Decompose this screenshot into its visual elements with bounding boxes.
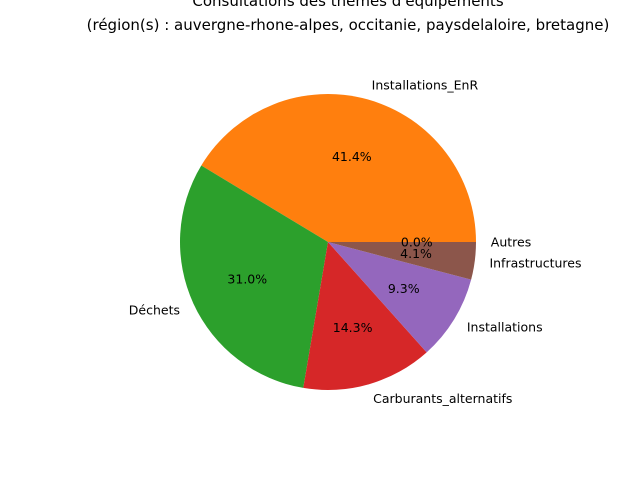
- pie-slice-installations: [328, 242, 472, 353]
- slice-label-dechets: Déchets: [129, 302, 180, 317]
- pie-slice-dechets: [179, 165, 328, 388]
- percent-label-carburants-alternatifs: 14.3%: [333, 320, 373, 335]
- percent-label-dechets: 31.0%: [227, 272, 267, 287]
- pie-slice-infrastructures: [328, 242, 476, 280]
- chart-title-line-2: (région(s) : auvergne-rhone-alpes, occit…: [87, 16, 610, 34]
- slice-label-infrastructures: Infrastructures: [489, 255, 581, 270]
- slice-labels: Installations_EnR Déchets Carburants_alter…: [129, 78, 582, 406]
- percent-label-installations: 9.3%: [388, 281, 420, 296]
- chart-title-line-1: Consultations des thèmes d'équipements: [192, 0, 503, 10]
- pie-slice-installations-enr: [201, 94, 477, 242]
- pie-slices: [179, 94, 477, 390]
- slice-label-installations: Installations: [467, 319, 543, 334]
- slice-label-carburants-alternatifs: Carburants_alternatifs: [373, 391, 512, 406]
- percent-labels: 41.4% 31.0% 14.3% 9.3% 4.1%0.0%: [227, 149, 432, 335]
- pie-slice-carburants-alternatifs: [303, 242, 427, 390]
- percent-label-autres: 0.0%: [401, 235, 433, 250]
- chart-title: Consultations des thèmes d'équipements (…: [87, 0, 610, 34]
- percent-label-installations-enr: 41.4%: [332, 149, 372, 164]
- percent-label-infrastructures: 4.1%: [400, 246, 432, 261]
- slice-label-autres: Autres: [491, 235, 531, 250]
- slice-label-installations-enr: Installations_EnR: [372, 78, 479, 93]
